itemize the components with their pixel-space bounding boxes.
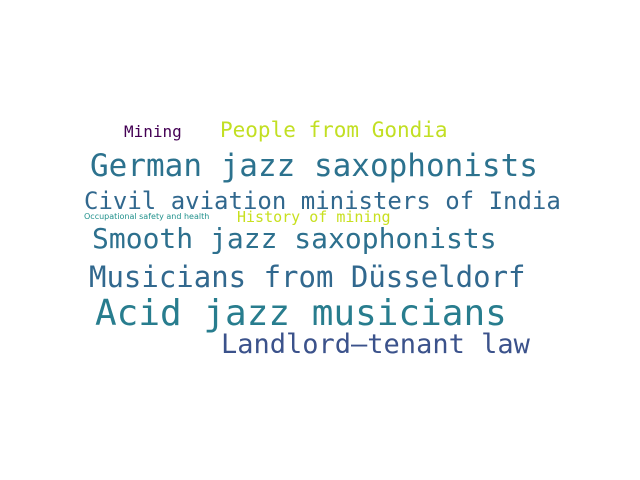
word-history-of-mining: History of mining — [237, 208, 391, 226]
word-smooth-jazz-saxophonists: Smooth jazz saxophonists — [92, 222, 497, 255]
word-people-from-gondia: People from Gondia — [220, 118, 448, 142]
word-landlord-tenant-law: Landlord–tenant law — [221, 329, 530, 360]
word-occupational-safety-and-health: Occupational safety and health — [84, 212, 210, 221]
word-acid-jazz-musicians: Acid jazz musicians — [95, 293, 507, 334]
word-mining: Mining — [124, 122, 182, 141]
word-civil-aviation-ministers-of-india: Civil aviation ministers of India — [84, 187, 561, 215]
word-musicians-from-dusseldorf: Musicians from Düsseldorf — [89, 260, 526, 294]
word-german-jazz-saxophonists: German jazz saxophonists — [90, 148, 538, 184]
